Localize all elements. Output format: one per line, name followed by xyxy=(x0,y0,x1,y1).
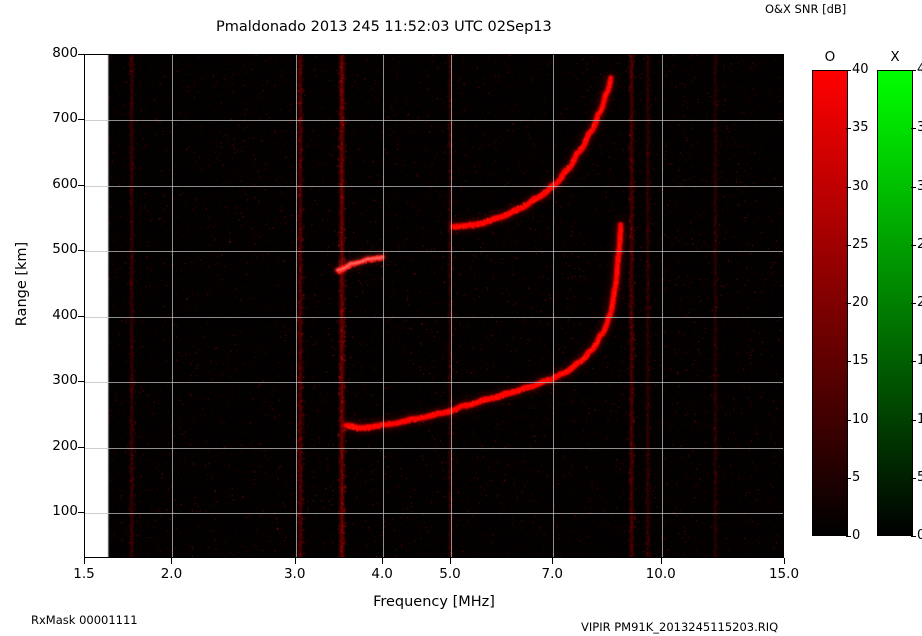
colorbar-tick-mark xyxy=(846,303,851,304)
colorbar-tick-label: 20 xyxy=(917,295,922,310)
x-tick-mark xyxy=(552,558,553,564)
x-tick-label: 2.0 xyxy=(141,566,201,582)
colorbar-tick-mark xyxy=(846,536,851,537)
colorbar-tick-label: 40 xyxy=(852,62,874,77)
grid-line-horizontal xyxy=(85,251,783,252)
y-tick-label: 800 xyxy=(32,45,78,61)
colorbar-x-label: X xyxy=(877,49,913,65)
colorbar-tick-label: 30 xyxy=(852,179,874,194)
y-axis-title: Range [km] xyxy=(14,224,30,344)
colorbar-tick-mark xyxy=(846,478,851,479)
colorbar-tick-mark xyxy=(911,420,916,421)
colorbar-tick-mark xyxy=(911,478,916,479)
page-title: Pmaldonado 2013 245 11:52:03 UTC 02Sep13 xyxy=(216,19,552,35)
footer-filename: VIPIR PM91K_2013245115203.RIQ xyxy=(581,620,778,634)
grid-line-horizontal xyxy=(85,448,783,449)
grid-line-vertical xyxy=(296,55,297,557)
grid-line-horizontal xyxy=(85,317,783,318)
colorbar-tick-mark xyxy=(846,361,851,362)
colorbar-tick-label: 40 xyxy=(917,62,922,77)
ionogram-figure: O&X SNR [dB] Pmaldonado 2013 245 11:52:0… xyxy=(0,0,922,636)
colorbar-tick-label: 15 xyxy=(917,353,922,368)
colorbar-tick-label: 0 xyxy=(917,528,922,543)
colorbar-tick-label: 25 xyxy=(852,237,874,252)
grid-line-horizontal xyxy=(85,186,783,187)
grid-line-vertical xyxy=(383,55,384,557)
y-tick-mark xyxy=(78,447,84,448)
grid-line-horizontal xyxy=(85,513,783,514)
ionogram-canvas xyxy=(85,55,783,557)
grid-line-vertical xyxy=(553,55,554,557)
footer-rxmask: RxMask 00001111 xyxy=(31,613,138,627)
colorbar-tick-mark xyxy=(911,70,916,71)
x-tick-mark xyxy=(382,558,383,564)
snr-colorbar-title: O&X SNR [dB] xyxy=(765,2,846,16)
y-tick-label: 400 xyxy=(32,307,78,323)
y-tick-mark xyxy=(78,185,84,186)
grid-line-vertical xyxy=(662,55,663,557)
colorbar-tick-label: 10 xyxy=(917,412,922,427)
x-tick-label: 3.0 xyxy=(265,566,325,582)
x-tick-mark xyxy=(84,558,85,564)
grid-line-vertical xyxy=(172,55,173,557)
x-tick-mark xyxy=(171,558,172,564)
colorbar-tick-label: 20 xyxy=(852,295,874,310)
colorbar-tick-label: 5 xyxy=(852,470,874,485)
grid-line-vertical xyxy=(451,55,452,557)
y-tick-mark xyxy=(78,119,84,120)
y-tick-label: 700 xyxy=(32,110,78,126)
grid-line-horizontal xyxy=(85,382,783,383)
colorbar-tick-label: 35 xyxy=(917,120,922,135)
colorbar-tick-mark xyxy=(846,70,851,71)
y-tick-mark xyxy=(78,250,84,251)
x-tick-label: 4.0 xyxy=(352,566,412,582)
colorbar-o xyxy=(812,70,848,536)
colorbar-tick-mark xyxy=(911,303,916,304)
y-tick-mark xyxy=(78,512,84,513)
colorbar-tick-label: 25 xyxy=(917,237,922,252)
y-tick-mark xyxy=(78,316,84,317)
colorbar-tick-mark xyxy=(911,245,916,246)
colorbar-tick-mark xyxy=(846,187,851,188)
colorbar-tick-mark xyxy=(911,187,916,188)
y-tick-mark xyxy=(78,54,84,55)
colorbar-tick-mark xyxy=(911,536,916,537)
ionogram-plot-area xyxy=(84,54,784,558)
x-tick-mark xyxy=(661,558,662,564)
x-tick-label: 15.0 xyxy=(754,566,814,582)
colorbar-tick-mark xyxy=(846,245,851,246)
x-tick-label: 7.0 xyxy=(522,566,582,582)
y-tick-label: 200 xyxy=(32,438,78,454)
colorbar-tick-label: 35 xyxy=(852,120,874,135)
x-tick-label: 1.5 xyxy=(54,566,114,582)
y-tick-label: 100 xyxy=(32,503,78,519)
x-axis-title: Frequency [MHz] xyxy=(0,594,868,610)
colorbar-tick-label: 15 xyxy=(852,353,874,368)
x-tick-label: 5.0 xyxy=(420,566,480,582)
x-tick-mark xyxy=(450,558,451,564)
y-tick-label: 600 xyxy=(32,176,78,192)
x-tick-mark xyxy=(784,558,785,564)
colorbar-tick-label: 30 xyxy=(917,179,922,194)
colorbar-tick-label: 10 xyxy=(852,412,874,427)
colorbar-tick-mark xyxy=(846,420,851,421)
colorbar-tick-mark xyxy=(911,128,916,129)
grid-line-horizontal xyxy=(85,120,783,121)
colorbar-x xyxy=(877,70,913,536)
x-tick-label: 10.0 xyxy=(631,566,691,582)
y-tick-mark xyxy=(78,381,84,382)
y-tick-label: 500 xyxy=(32,241,78,257)
colorbar-tick-label: 5 xyxy=(917,470,922,485)
colorbar-tick-mark xyxy=(846,128,851,129)
colorbar-tick-mark xyxy=(911,361,916,362)
x-tick-mark xyxy=(295,558,296,564)
colorbar-tick-label: 0 xyxy=(852,528,874,543)
y-tick-label: 300 xyxy=(32,372,78,388)
colorbar-o-label: O xyxy=(812,49,848,65)
